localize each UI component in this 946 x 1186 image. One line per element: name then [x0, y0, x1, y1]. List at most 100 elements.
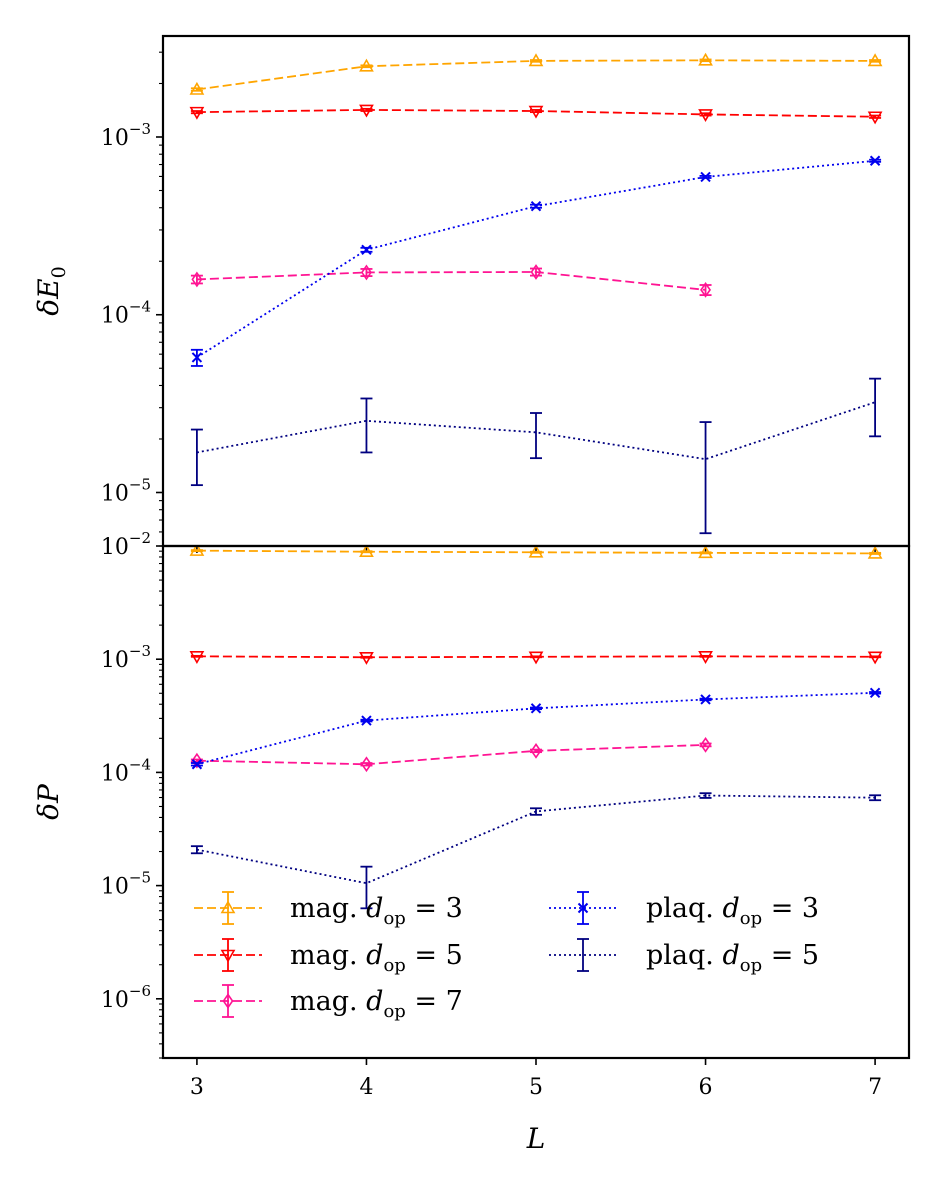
legend-sub: op	[740, 955, 762, 976]
data-point	[867, 111, 883, 125]
error-bar	[190, 845, 203, 855]
data-point	[361, 715, 372, 726]
data-point	[700, 171, 711, 183]
data-point	[359, 104, 374, 118]
data-point	[869, 687, 881, 698]
error-bar	[190, 428, 203, 487]
y-tick-label: 10−4	[101, 755, 151, 786]
data-point	[189, 81, 205, 95]
data-point	[698, 546, 713, 559]
series-plaq3	[190, 155, 882, 367]
y-axis-label-main: δP	[32, 783, 65, 820]
legend-sub: op	[383, 1001, 405, 1022]
y-tick-base: 10	[101, 126, 129, 151]
legend-prefix: plaq.	[646, 940, 722, 971]
error-bar	[360, 397, 373, 454]
legend-marker	[577, 902, 589, 914]
series-mag7	[190, 264, 712, 298]
data-point	[528, 651, 544, 665]
y-tick-exponent: −4	[129, 755, 151, 773]
data-point	[191, 752, 203, 769]
data-point	[359, 651, 374, 665]
series-mag3	[189, 546, 883, 559]
series-plaq3	[190, 687, 882, 770]
data-point	[359, 546, 374, 558]
error-bar	[699, 792, 712, 799]
legend-label: mag. dop = 7	[290, 986, 463, 1022]
legend-eq: = 3	[762, 893, 819, 924]
legend-error-bar	[222, 891, 234, 925]
y-tick-exponent: −5	[129, 869, 151, 887]
y-axis-label: δE0	[32, 266, 70, 315]
y-tick-exponent: −4	[129, 298, 151, 316]
x-tick-label: 3	[190, 1075, 204, 1100]
error-bar	[360, 865, 373, 910]
y-tick-label: 10−2	[101, 529, 151, 560]
series-mag7	[190, 736, 712, 773]
data-point	[528, 105, 544, 119]
legend-label: mag. dop = 3	[290, 893, 463, 929]
series-line	[196, 691, 876, 766]
legend-eq: = 5	[762, 940, 819, 971]
y-tick-base: 10	[101, 648, 129, 673]
legend-label: plaq. dop = 3	[646, 893, 819, 929]
error-bar	[869, 794, 882, 802]
legend-marker	[222, 993, 234, 1009]
data-point	[867, 546, 883, 559]
axes-frame	[161, 544, 911, 1060]
y-tick-exponent: −2	[129, 529, 151, 547]
error-bar	[360, 268, 373, 277]
legend-error-bar	[577, 938, 589, 972]
data-point	[360, 756, 372, 773]
legend-label: plaq. dop = 5	[646, 940, 819, 976]
y-tick-exponent: −5	[129, 475, 151, 493]
data-point	[530, 264, 542, 280]
data-point	[189, 546, 205, 556]
legend-error-bar	[222, 938, 234, 972]
data-point	[698, 109, 713, 123]
y-axis-label-main: δE	[32, 278, 65, 315]
legend-eq: = 7	[406, 986, 463, 1017]
y-tick-base: 10	[101, 304, 129, 329]
legend-label: mag. dop = 5	[290, 940, 463, 976]
series-plaq5	[190, 792, 882, 910]
legend-marker	[220, 949, 236, 963]
legend-var: d	[366, 940, 383, 971]
legend-entry-mag3: mag. dop = 3	[194, 891, 463, 929]
legend-marker	[220, 900, 236, 914]
error-bar	[699, 421, 712, 535]
y-tick-label: 10−4	[101, 298, 151, 329]
legend-prefix: plaq.	[646, 893, 722, 924]
data-point	[191, 759, 203, 770]
legend-prefix: mag.	[290, 940, 366, 971]
error-bar	[530, 807, 542, 816]
data-point	[867, 651, 883, 665]
x-axis-label: L	[526, 1122, 546, 1155]
data-point	[361, 244, 372, 255]
y-tick-base: 10	[101, 988, 129, 1013]
data-point	[698, 52, 713, 66]
legend-var: d	[722, 893, 739, 924]
y-tick-base: 10	[101, 761, 129, 786]
error-bar	[190, 274, 203, 285]
series-plaq5	[190, 377, 882, 535]
data-point	[360, 264, 372, 281]
y-axis-label: δP	[32, 783, 65, 820]
data-point	[189, 651, 205, 664]
data-point	[530, 742, 542, 759]
y-tick-label: 10−3	[101, 120, 151, 151]
legend-entry-plaq5: plaq. dop = 5	[549, 938, 819, 976]
y-tick-exponent: −6	[129, 982, 151, 1000]
plot-area	[189, 546, 883, 910]
y-tick-label: 10−5	[101, 869, 151, 900]
series-mag5	[189, 104, 883, 125]
data-point	[359, 58, 374, 72]
legend-entry-mag7: mag. dop = 7	[194, 984, 463, 1022]
y-tick-label: 10−5	[101, 475, 151, 506]
legend-sub: op	[740, 908, 762, 929]
data-point	[530, 703, 542, 714]
